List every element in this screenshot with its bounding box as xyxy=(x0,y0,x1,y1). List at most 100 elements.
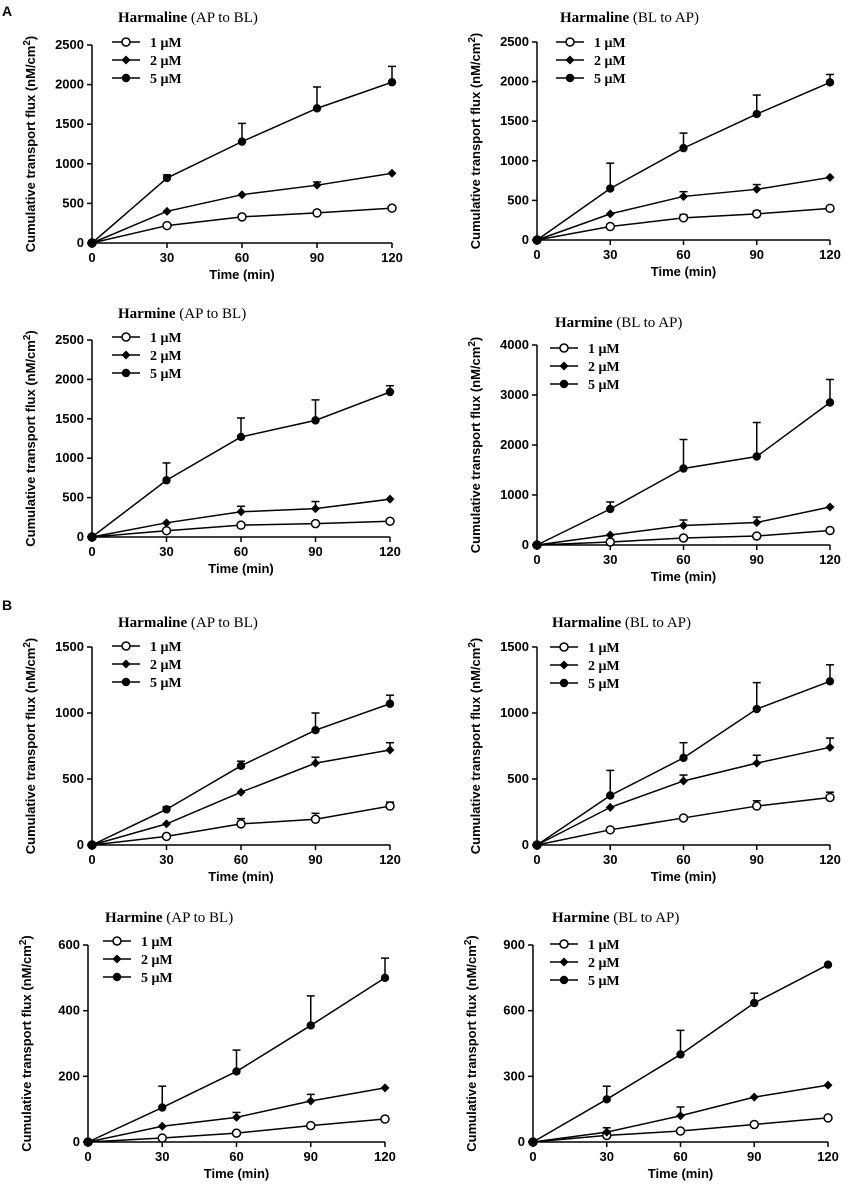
data-point xyxy=(311,725,320,735)
legend-label: 1 μM xyxy=(150,331,182,346)
y-tick-label: 2000 xyxy=(500,437,529,452)
data-point xyxy=(306,1096,316,1106)
y-tick-label: 2500 xyxy=(55,37,84,52)
x-tick-label: 60 xyxy=(676,247,690,262)
data-point xyxy=(823,960,833,969)
y-tick-label: 0 xyxy=(77,235,84,250)
x-tick-label: 30 xyxy=(603,552,617,567)
legend-marker xyxy=(121,659,131,669)
x-tick-label: 60 xyxy=(229,1149,243,1164)
data-point xyxy=(385,699,395,708)
data-point xyxy=(750,998,759,1008)
data-point xyxy=(678,533,689,543)
y-axis-label: Cumulative transport flux (nM/cm2) xyxy=(18,935,34,1151)
y-tick-label: 2500 xyxy=(500,34,529,49)
legend-label: 2 μM xyxy=(588,956,620,971)
legend-label: 1 μM xyxy=(141,935,173,950)
data-point xyxy=(823,1113,833,1123)
data-point xyxy=(311,416,320,425)
data-point xyxy=(162,805,171,814)
data-point xyxy=(752,518,762,527)
data-point xyxy=(605,209,615,219)
y-axis-label: Cumulative transport flux (nM/cm2) xyxy=(467,337,483,553)
y-tick-label: 1500 xyxy=(55,411,84,426)
data-point xyxy=(823,1080,833,1090)
legend-marker xyxy=(565,55,575,65)
chart-8: 0 300 600 900 0 30 60 90 120 Time (min) Cumulative… xyxy=(463,910,839,1181)
data-point xyxy=(157,1133,167,1143)
data-point xyxy=(232,1112,241,1122)
y-tick-label: 4000 xyxy=(500,337,529,352)
legend-label: 2 μM xyxy=(594,54,626,69)
y-tick-label: 600 xyxy=(58,937,80,952)
data-point xyxy=(606,504,615,514)
y-tick-label: 0 xyxy=(522,232,529,247)
y-tick-label: 0 xyxy=(522,837,529,852)
x-tick-label: 120 xyxy=(819,852,841,867)
y-axis-label: Cumulative transport flux (nM/cm2) xyxy=(22,330,38,546)
data-point xyxy=(157,1121,167,1131)
y-tick-label: 1500 xyxy=(500,113,529,128)
data-point xyxy=(387,78,397,87)
data-point xyxy=(162,518,171,528)
data-point xyxy=(606,184,615,193)
data-point xyxy=(749,1092,759,1102)
data-point xyxy=(385,745,395,755)
data-point xyxy=(825,525,835,536)
data-point xyxy=(231,1128,242,1138)
y-tick-label: 500 xyxy=(62,195,84,210)
data-point xyxy=(306,1120,316,1131)
legend-marker xyxy=(559,361,569,371)
y-tick-label: 1000 xyxy=(55,156,84,171)
data-point xyxy=(236,507,246,517)
chart-4: 0 1000 2000 3000 4000 0 30 60 90 120 Time (min) Cum… xyxy=(467,315,841,584)
y-axis-label: Cumulative transport flux (nM/cm2) xyxy=(467,638,483,854)
x-tick-label: 0 xyxy=(88,544,95,559)
y-tick-label: 2000 xyxy=(55,371,84,386)
series-line xyxy=(91,498,391,538)
x-tick-label: 30 xyxy=(155,1149,169,1164)
x-tick-label: 0 xyxy=(88,852,95,867)
data-point xyxy=(678,813,689,823)
data-point xyxy=(237,190,247,200)
legend-marker xyxy=(559,975,569,985)
y-tick-label: 500 xyxy=(507,771,529,786)
y-tick-label: 900 xyxy=(503,937,525,952)
y-tick-label: 1500 xyxy=(55,639,84,654)
data-point xyxy=(532,235,542,245)
data-point xyxy=(752,758,762,768)
data-point xyxy=(678,213,689,223)
legend-label: 2 μM xyxy=(588,360,620,375)
data-point xyxy=(312,208,322,218)
x-tick-label: 90 xyxy=(747,1149,761,1164)
data-point xyxy=(532,840,542,850)
legend-label: 2 μM xyxy=(150,54,182,69)
x-tick-label: 90 xyxy=(308,544,322,559)
x-axis-label: Time (min) xyxy=(208,561,274,576)
legend-marker xyxy=(121,677,131,687)
chart-1: 0 500 1000 1500 2000 2500 0 30 60 90 120 Time (min)… xyxy=(22,10,403,282)
legend-marker xyxy=(559,642,569,652)
legend-label: 2 μM xyxy=(141,953,173,968)
data-point xyxy=(236,432,246,442)
y-tick-label: 300 xyxy=(503,1068,525,1083)
legend-marker xyxy=(121,641,131,651)
legend-marker xyxy=(112,954,122,964)
x-tick-label: 90 xyxy=(304,1149,318,1164)
x-tick-label: 0 xyxy=(533,852,540,867)
legend-label: 5 μM xyxy=(588,677,620,692)
data-point xyxy=(236,761,246,770)
x-tick-label: 0 xyxy=(533,552,540,567)
chart-5: 0 500 1000 1500 0 30 60 90 120 Time (min) Cumulati… xyxy=(22,615,401,884)
y-tick-label: 500 xyxy=(507,192,529,207)
data-point xyxy=(310,814,321,825)
data-point xyxy=(380,973,390,983)
x-tick-label: 120 xyxy=(819,247,841,262)
data-point xyxy=(749,1119,759,1130)
y-tick-label: 0 xyxy=(77,837,84,852)
data-point xyxy=(387,168,397,178)
y-tick-label: 400 xyxy=(58,1003,80,1018)
y-tick-label: 2000 xyxy=(500,74,529,89)
data-point xyxy=(162,220,172,231)
